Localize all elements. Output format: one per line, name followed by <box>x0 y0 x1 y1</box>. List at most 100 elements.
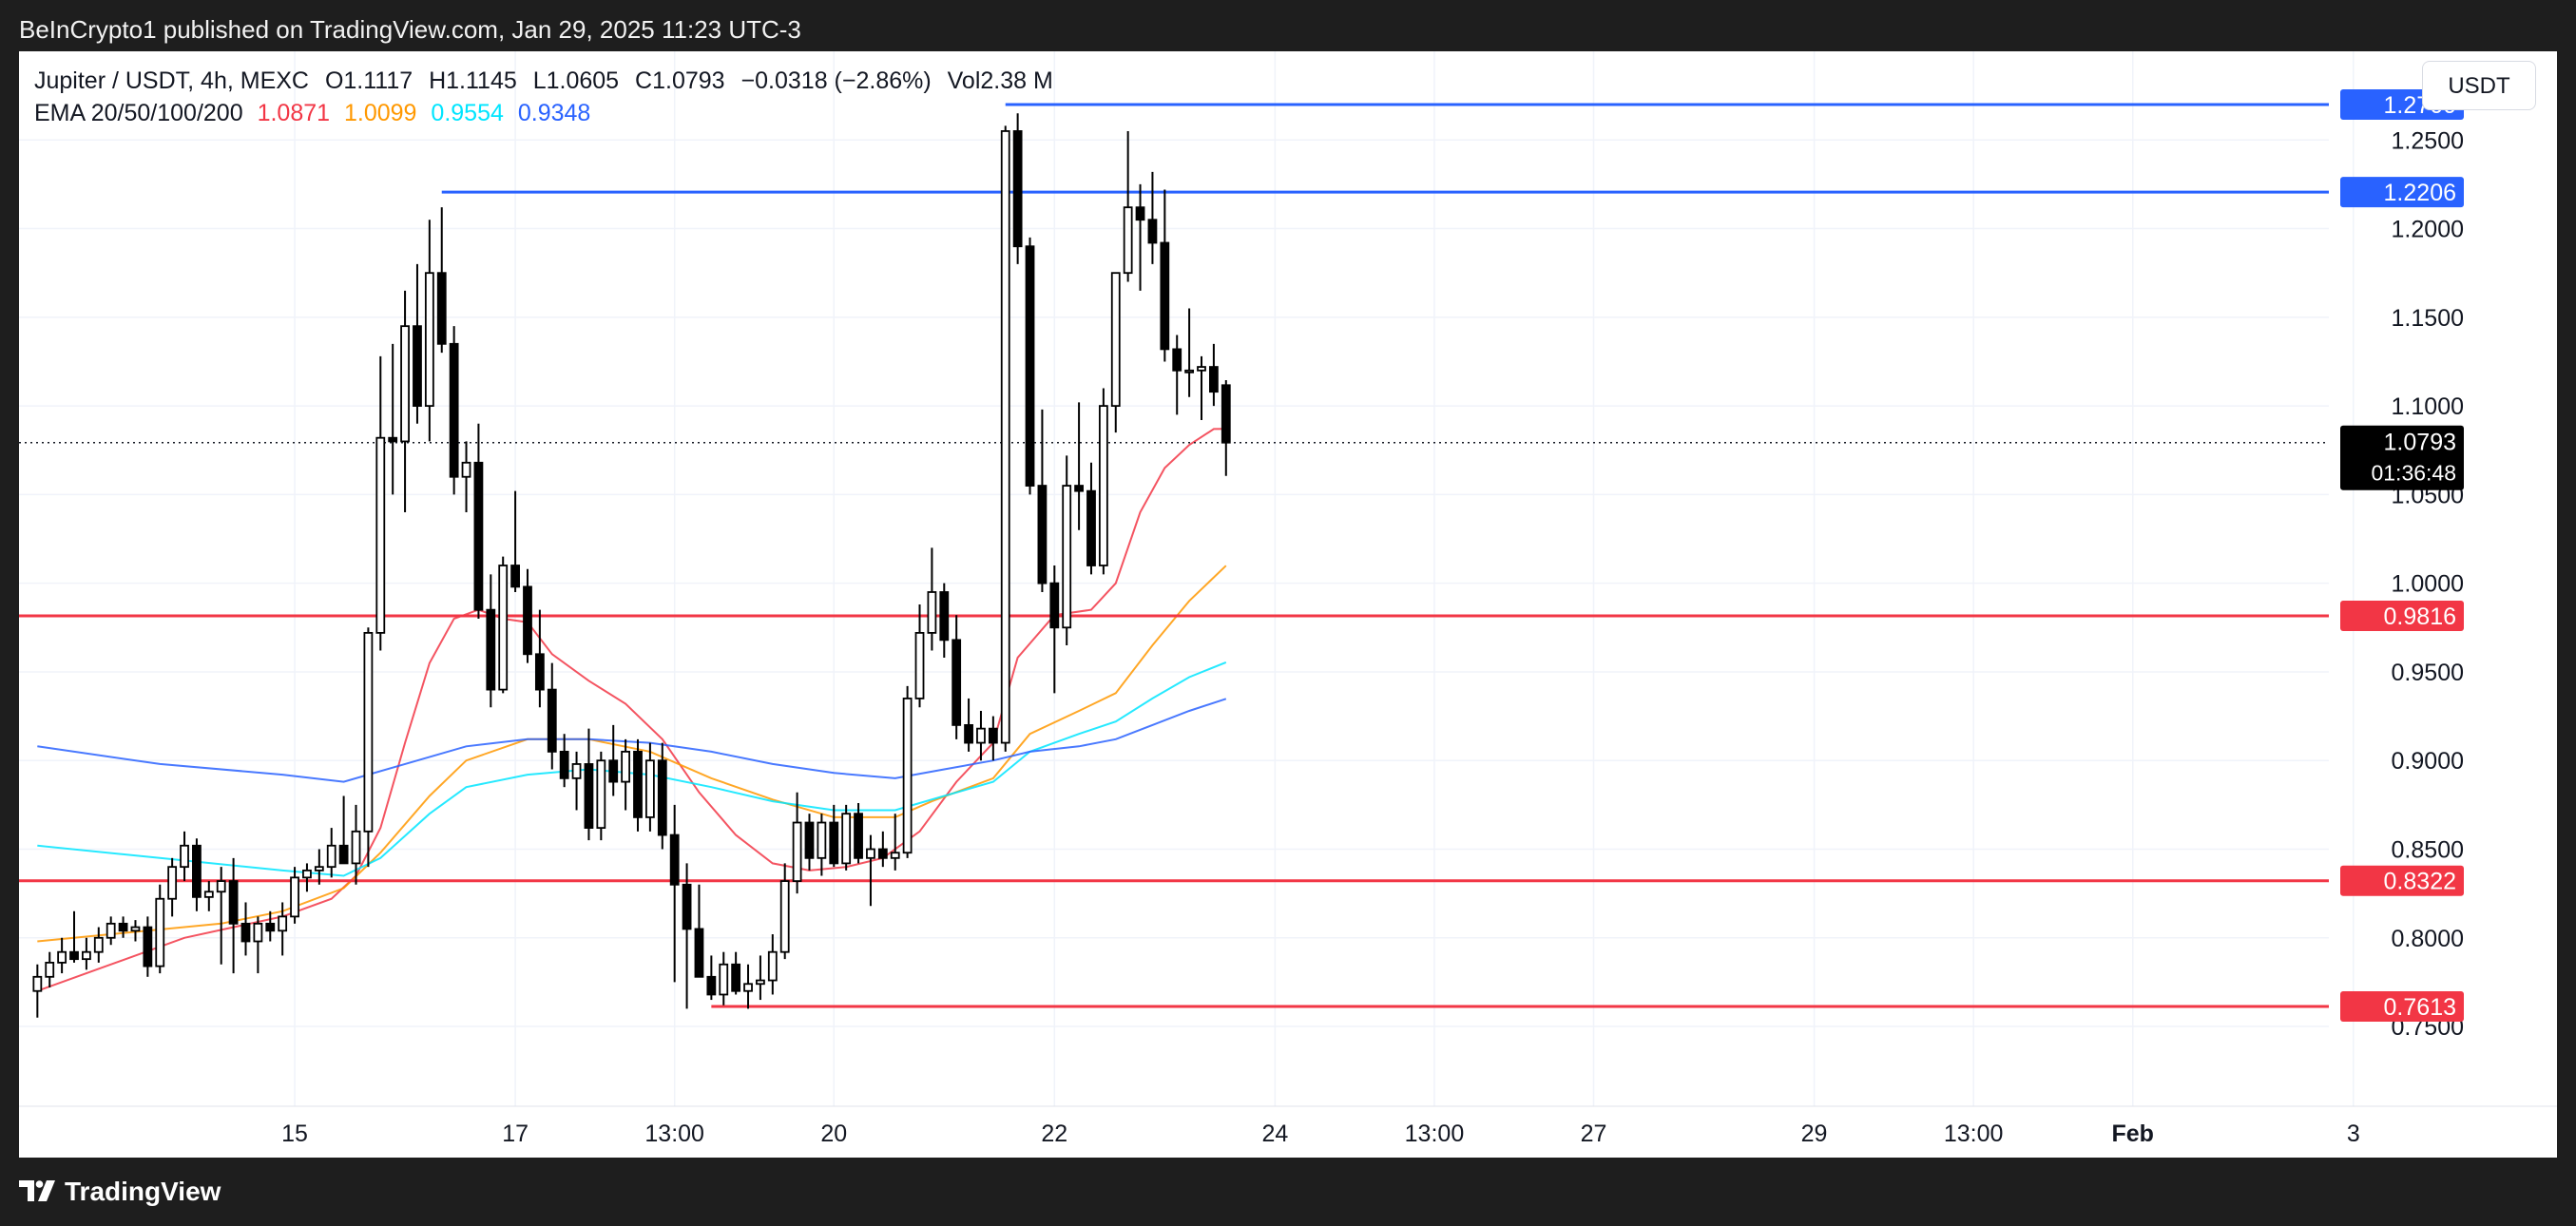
level-tag-1: 1.2206 <box>2340 177 2464 208</box>
candle-up <box>866 848 875 859</box>
candle-down <box>192 844 202 898</box>
candle-down <box>338 844 349 865</box>
candle-down <box>669 833 680 886</box>
x-tick-label: 17 <box>502 1121 529 1147</box>
candle-down <box>952 639 962 726</box>
chart-panel[interactable]: 0.7500 0.8000 0.8500 0.9000 0.9500 1.0000 1.05… <box>19 51 2557 1158</box>
candle-up <box>1098 405 1108 566</box>
x-tick-label: 13:00 <box>644 1121 704 1147</box>
candle-down <box>1209 366 1219 393</box>
price-chart[interactable]: 0.75000.80000.85000.90000.95001.00001.05… <box>19 51 2557 1158</box>
grid <box>19 51 2355 1106</box>
candle-down <box>854 813 863 859</box>
level-tag-bg <box>2340 865 2464 896</box>
y-tick-label: 0.8500 <box>2392 836 2464 863</box>
candle-down <box>633 750 643 818</box>
candle-up <box>1197 366 1206 372</box>
candle-down <box>69 950 79 961</box>
candle-up <box>927 591 937 634</box>
candle-down <box>413 325 422 408</box>
candle-up <box>461 461 471 478</box>
y-tick-label: 1.2000 <box>2392 217 2464 243</box>
candle-up <box>841 813 852 865</box>
candle-up <box>57 950 67 964</box>
ema20-value: 1.0871 <box>257 100 331 126</box>
y-axis: 0.75000.80000.85000.90000.95001.00001.05… <box>2392 127 2464 1041</box>
candle-up <box>645 759 655 818</box>
candle-down <box>1221 384 1231 444</box>
candle-up <box>779 880 790 953</box>
candle-up <box>1110 272 1121 408</box>
candle-up <box>719 963 729 996</box>
ema-line-3 <box>37 698 1227 783</box>
y-tick-label: 1.2500 <box>2392 127 2464 154</box>
bar-countdown-label: 01:36:48 <box>2371 461 2456 486</box>
x-tick-label: 20 <box>820 1121 847 1147</box>
level-tag-label: 0.7613 <box>2384 994 2456 1021</box>
level-tag-3: 0.8322 <box>2340 865 2464 896</box>
candle-up <box>767 950 778 982</box>
candle-up <box>302 869 312 879</box>
x-axis: 15 17 13:00 20 22 24 13:00 27 29 13:00 Feb 3 <box>281 1121 2360 1147</box>
candle-up <box>1123 206 1133 275</box>
ema-label: EMA 20/50/100/200 <box>34 100 243 126</box>
ema100-value: 0.9554 <box>431 100 504 126</box>
tradingview-logo-icon <box>19 1180 55 1201</box>
ema50-value: 1.0099 <box>344 100 417 126</box>
candle-up <box>1062 485 1072 629</box>
candle-up <box>290 876 299 918</box>
candle-down <box>388 436 398 443</box>
y-tick-label: 1.0000 <box>2392 571 2464 598</box>
candle-up <box>902 698 913 854</box>
candle-up <box>596 759 606 830</box>
ema200-value: 0.9348 <box>517 100 591 126</box>
candle-down <box>694 928 704 978</box>
candle-down <box>608 759 619 783</box>
footer: TradingView <box>0 1158 2576 1226</box>
level-tag-label: 1.2206 <box>2384 180 2456 206</box>
candle-up <box>32 975 43 992</box>
level-tag-bg <box>2340 990 2464 1022</box>
close-value: C1.0793 <box>635 67 725 94</box>
candle-up <box>1184 369 1195 374</box>
open-value: O1.1117 <box>324 67 413 94</box>
candle-down <box>547 688 557 753</box>
candle-up <box>155 897 165 967</box>
currency-button[interactable]: USDT <box>2422 61 2536 110</box>
ema-line-1 <box>37 565 1227 943</box>
ohlc-row: Jupiter / USDT, 4h, MEXC O1.1117 H1.1145… <box>34 65 1053 97</box>
candle-down <box>1037 485 1048 584</box>
last-price-tag: 1.0793 01:36:48 <box>2340 425 2464 490</box>
last-price-label: 1.0793 <box>2384 430 2456 456</box>
candle-down <box>584 763 594 830</box>
y-tick-label: 1.1500 <box>2392 305 2464 332</box>
candle-up <box>351 830 361 865</box>
candle-down <box>486 608 496 691</box>
symbol-label: Jupiter / USDT, 4h, MEXC <box>34 67 309 94</box>
ema-line-0 <box>36 428 1226 992</box>
candle-down <box>1074 485 1084 492</box>
candle-up <box>45 961 55 978</box>
low-value: L1.0605 <box>532 67 620 94</box>
chart-legend: Jupiter / USDT, 4h, MEXC O1.1117 H1.1145… <box>34 65 1053 129</box>
level-tag-bg <box>2340 600 2464 631</box>
candle-up <box>326 844 336 869</box>
publish-info: BeInCrypto1 published on TradingView.com… <box>19 15 801 44</box>
candle-down <box>829 821 839 865</box>
candle-down <box>228 880 239 925</box>
candles <box>32 113 1231 1018</box>
publish-header: BeInCrypto1 published on TradingView.com… <box>0 0 2576 51</box>
candle-up <box>253 922 263 943</box>
tradingview-brand: TradingView <box>65 1177 221 1206</box>
x-tick-label: 15 <box>281 1121 308 1147</box>
level-tag-4: 0.7613 <box>2340 990 2464 1022</box>
candle-up <box>363 631 374 833</box>
candle-up <box>400 325 410 443</box>
volume-value: Vol2.38 M <box>947 67 1053 94</box>
candle-up <box>424 272 434 408</box>
candle-up <box>1000 130 1010 744</box>
level-tag-bg <box>2340 177 2464 208</box>
x-tick-label: 29 <box>1801 1121 1828 1147</box>
last-price-bg <box>2340 425 2464 490</box>
candle-down <box>265 922 276 932</box>
